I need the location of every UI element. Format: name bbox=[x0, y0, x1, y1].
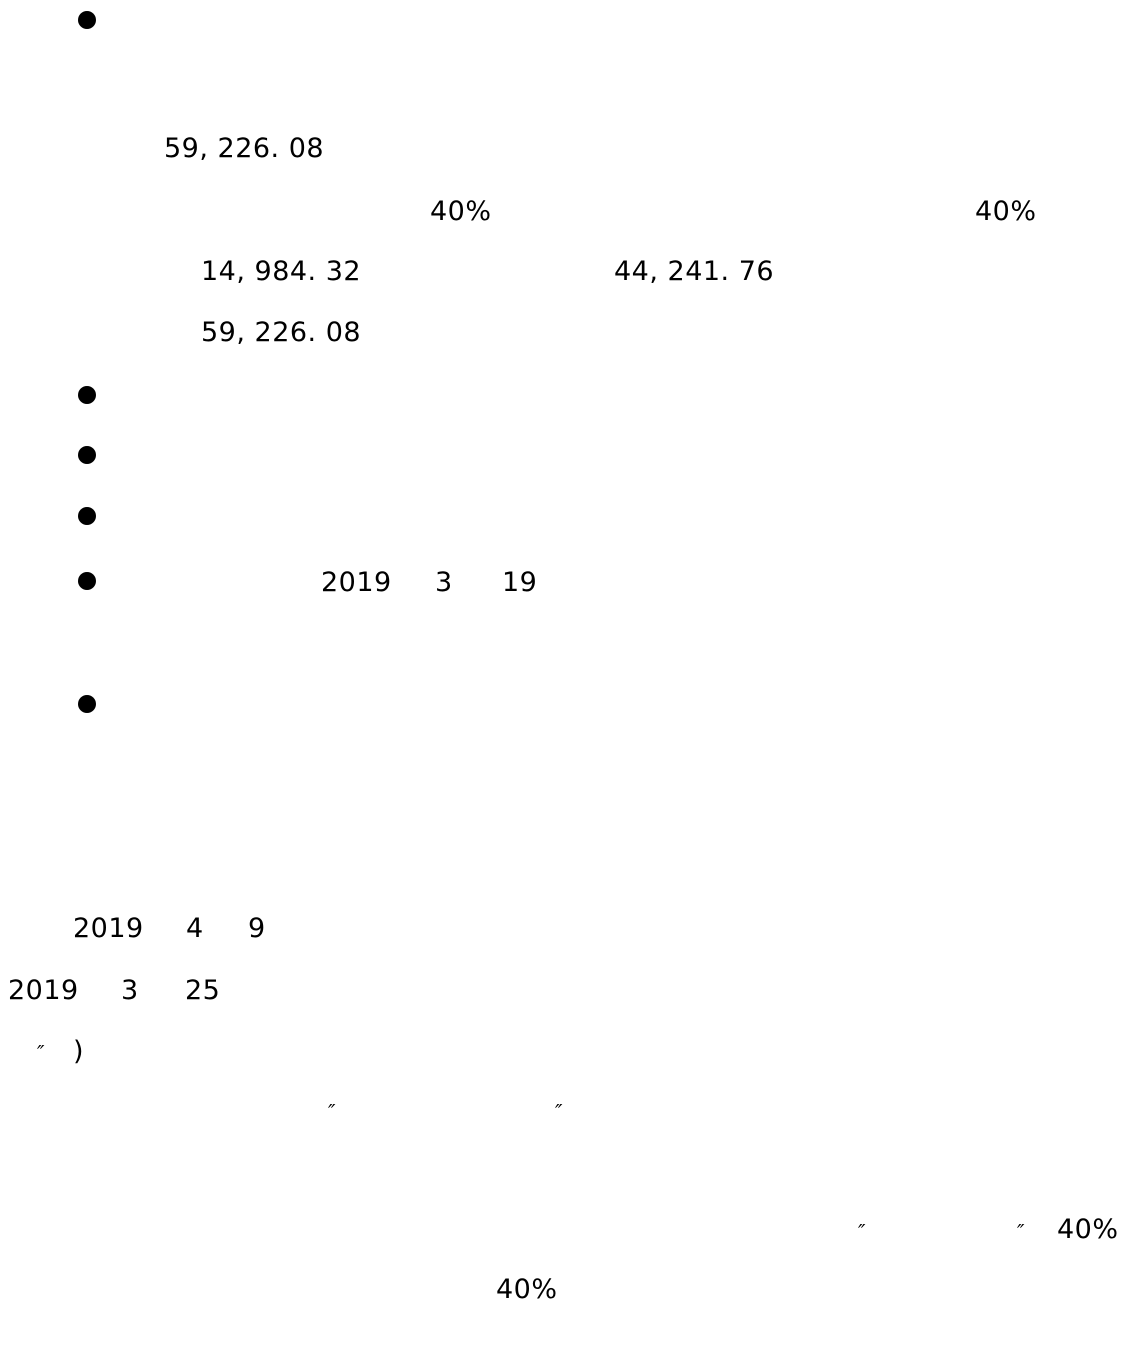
percent-a: 40% bbox=[430, 196, 492, 227]
amount-line-1: 59, 226. 08 bbox=[164, 133, 325, 164]
date2-year: 2019 bbox=[8, 975, 79, 1006]
bullet-date-day: 19 bbox=[502, 567, 538, 598]
bullet-1 bbox=[78, 11, 96, 29]
date1-month: 4 bbox=[186, 913, 204, 944]
amount-b: 44, 241. 76 bbox=[614, 256, 775, 287]
bullet-6 bbox=[78, 695, 96, 713]
percent-d: 40% bbox=[496, 1274, 558, 1305]
bullet-2 bbox=[78, 386, 96, 404]
percent-c: 40% bbox=[1057, 1214, 1119, 1245]
bullet-date-month: 3 bbox=[435, 567, 453, 598]
amount-total: 59, 226. 08 bbox=[201, 317, 362, 348]
close-quote-3: ″ bbox=[1017, 1220, 1025, 1244]
bullet-3 bbox=[78, 446, 96, 464]
date2-month: 3 bbox=[121, 975, 139, 1006]
open-quote-3: ″ bbox=[858, 1220, 866, 1244]
amount-a: 14, 984. 32 bbox=[201, 256, 362, 287]
date1-year: 2019 bbox=[73, 913, 144, 944]
bullet-date-year: 2019 bbox=[321, 567, 392, 598]
bullet-5 bbox=[78, 572, 96, 590]
close-quote: ″ bbox=[37, 1041, 45, 1065]
date2-day: 25 bbox=[185, 975, 221, 1006]
open-quote: ″ bbox=[328, 1100, 336, 1124]
close-paren: ) bbox=[73, 1036, 85, 1067]
date1-day: 9 bbox=[248, 913, 266, 944]
close-quote-2: ″ bbox=[555, 1100, 563, 1124]
bullet-4 bbox=[78, 507, 96, 525]
percent-b: 40% bbox=[975, 196, 1037, 227]
